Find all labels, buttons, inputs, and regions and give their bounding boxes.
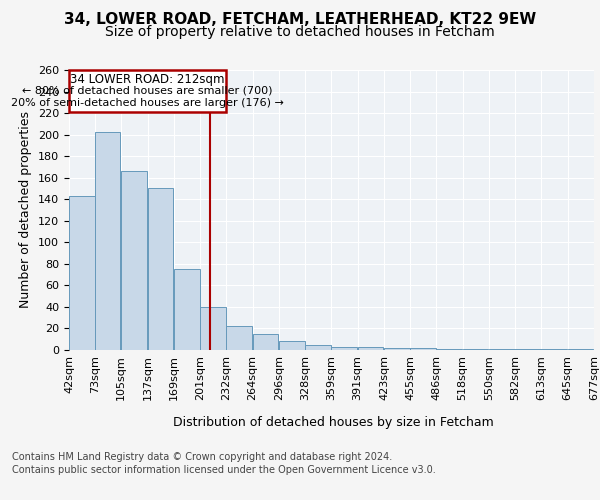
Bar	[331, 347, 357, 350]
Bar	[541, 349, 567, 350]
Bar	[358, 347, 383, 350]
Text: 20% of semi-detached houses are larger (176) →: 20% of semi-detached houses are larger (…	[11, 98, 284, 108]
Bar	[515, 349, 541, 350]
Bar	[121, 171, 147, 350]
Bar	[69, 196, 95, 350]
Bar	[489, 349, 515, 350]
Text: Size of property relative to detached houses in Fetcham: Size of property relative to detached ho…	[105, 25, 495, 39]
Text: ← 80% of detached houses are smaller (700): ← 80% of detached houses are smaller (70…	[22, 86, 273, 96]
Text: 34, LOWER ROAD, FETCHAM, LEATHERHEAD, KT22 9EW: 34, LOWER ROAD, FETCHAM, LEATHERHEAD, KT…	[64, 12, 536, 28]
Bar	[305, 344, 331, 350]
Bar	[253, 334, 278, 350]
FancyBboxPatch shape	[69, 70, 226, 112]
Bar	[200, 307, 226, 350]
Bar	[95, 132, 120, 350]
Text: Contains HM Land Registry data © Crown copyright and database right 2024.: Contains HM Land Registry data © Crown c…	[12, 452, 392, 462]
Bar	[568, 349, 593, 350]
Bar	[410, 348, 436, 350]
Bar	[174, 269, 200, 350]
Bar	[436, 349, 462, 350]
Text: Distribution of detached houses by size in Fetcham: Distribution of detached houses by size …	[173, 416, 493, 429]
Bar	[226, 326, 252, 350]
Text: Contains public sector information licensed under the Open Government Licence v3: Contains public sector information licen…	[12, 465, 436, 475]
Bar	[148, 188, 173, 350]
Text: 34 LOWER ROAD: 212sqm: 34 LOWER ROAD: 212sqm	[70, 72, 225, 86]
Y-axis label: Number of detached properties: Number of detached properties	[19, 112, 32, 308]
Bar	[279, 342, 305, 350]
Bar	[384, 348, 410, 350]
Bar	[463, 349, 488, 350]
